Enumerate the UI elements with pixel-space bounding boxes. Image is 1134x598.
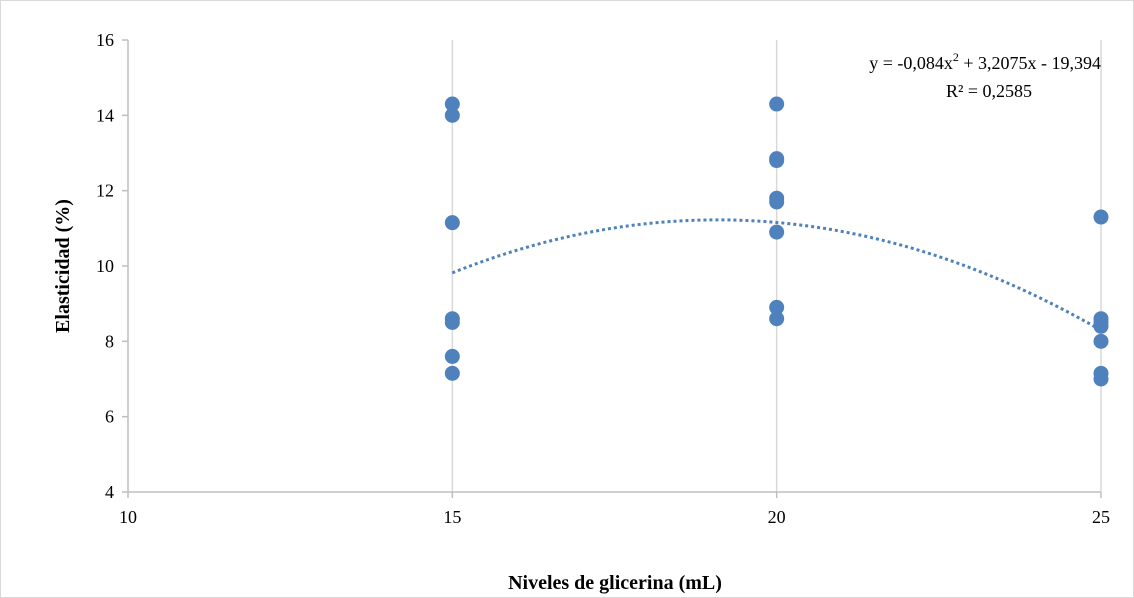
data-point-14 xyxy=(769,311,785,327)
equation-prefix: y = -0,084x xyxy=(869,53,953,73)
data-point-0 xyxy=(444,96,460,112)
data-point-13 xyxy=(769,299,785,315)
y-tick-label-8: 8 xyxy=(105,331,114,351)
trendline xyxy=(451,218,1102,332)
trendline-curve xyxy=(451,218,1102,332)
x-tick-label-20: 20 xyxy=(768,507,786,527)
data-points xyxy=(444,96,1109,387)
x-tick-label-10: 10 xyxy=(119,507,137,527)
data-point-4 xyxy=(444,315,460,330)
data-point-6 xyxy=(444,365,460,381)
equation-suffix: + 3,2075x - 19,394 xyxy=(959,53,1101,73)
data-point-1 xyxy=(444,107,460,123)
data-point-2 xyxy=(444,215,460,231)
data-point-21 xyxy=(1093,371,1109,387)
equation-exponent: 2 xyxy=(953,50,959,64)
data-point-15 xyxy=(1093,209,1109,225)
data-point-7 xyxy=(769,96,785,112)
data-point-19 xyxy=(1093,333,1109,349)
y-tick-label-10: 10 xyxy=(96,256,114,276)
x-tick-label-25: 25 xyxy=(1092,507,1110,527)
data-point-12 xyxy=(769,224,785,240)
y-tick-label-6: 6 xyxy=(105,407,114,427)
x-tick-label-15: 15 xyxy=(443,507,461,527)
r-squared-label: R² = 0,2585 xyxy=(946,81,1032,101)
data-point-5 xyxy=(444,348,460,364)
data-point-11 xyxy=(769,194,785,210)
y-tick-label-14: 14 xyxy=(96,105,114,125)
y-tick-label-16: 16 xyxy=(96,30,114,50)
data-point-18 xyxy=(1093,318,1109,334)
y-tick-label-4: 4 xyxy=(105,482,114,502)
y-axis-title: Elasticidad (%) xyxy=(52,199,74,333)
data-point-9 xyxy=(769,153,785,169)
tick-labels: 4 6 8 10 12 14 16 10 15 20 25 xyxy=(96,30,1110,527)
y-tick-label-12: 12 xyxy=(96,181,114,201)
trendline-equation: y = -0,084x2 + 3,2075x - 19,394 xyxy=(869,50,1101,73)
axes xyxy=(122,39,1102,498)
x-axis-title: Niveles de glicerina (mL) xyxy=(508,572,722,594)
